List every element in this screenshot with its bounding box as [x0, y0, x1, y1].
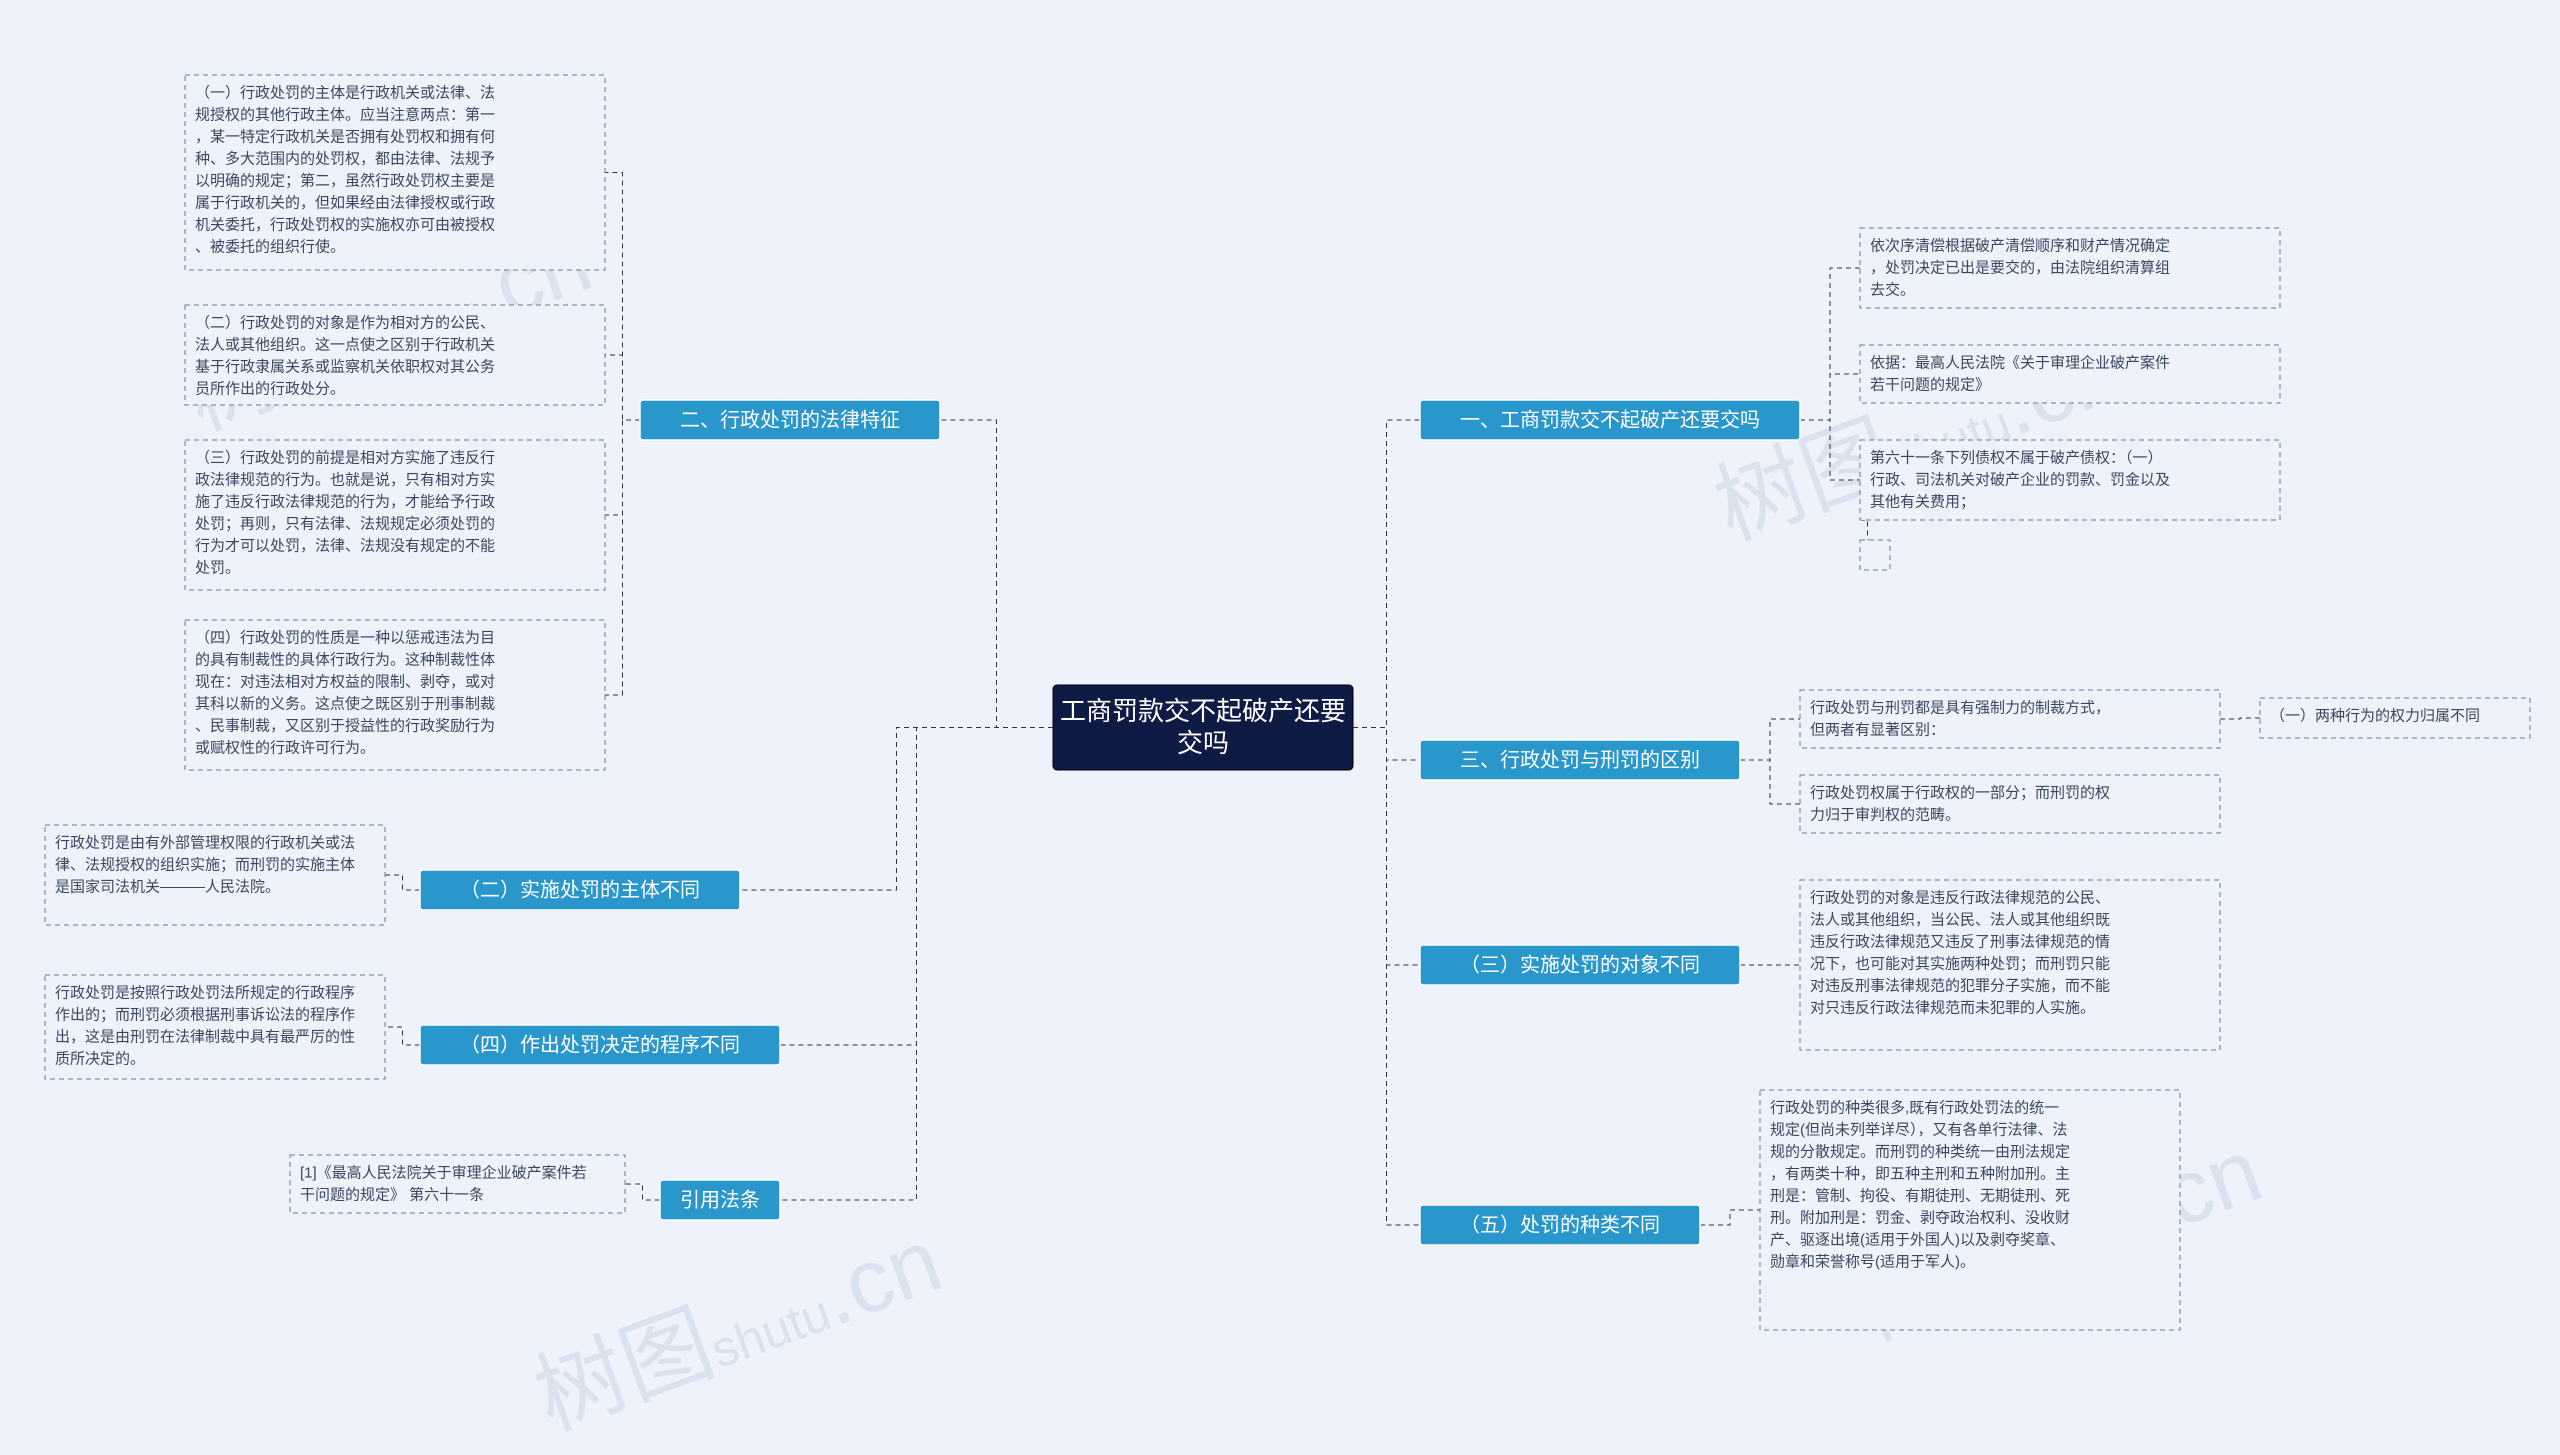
svg-text:行政、司法机关对破产企业的罚款、罚金以及: 行政、司法机关对破产企业的罚款、罚金以及 — [1870, 470, 2170, 488]
leaf-node: 行政处罚权属于行政权的一部分；而刑罚的权力归于审判权的范畴。 — [1800, 775, 2220, 833]
svg-text:（四）行政处罚的性质是一种以惩戒违法为目: （四）行政处罚的性质是一种以惩戒违法为目 — [195, 629, 495, 646]
svg-text:三、行政处罚与刑罚的区别: 三、行政处罚与刑罚的区别 — [1460, 748, 1700, 771]
svg-text:规定(但尚未列举详尽），又有各单行法律、法: 规定(但尚未列举详尽），又有各单行法律、法 — [1770, 1121, 2068, 1138]
svg-text:法人或其他组织，当公民、法人或其他组织既: 法人或其他组织，当公民、法人或其他组织既 — [1810, 911, 2110, 928]
leaf-node: （三）行政处罚的前提是相对方实施了违反行政法律规范的行为。也就是说，只有相对方实… — [185, 440, 605, 590]
svg-text:行为才可以处罚，法律、法规没有规定的不能: 行为才可以处罚，法律、法规没有规定的不能 — [195, 537, 495, 554]
leaf-node: （一）行政处罚的主体是行政机关或法律、法规授权的其他行政主体。应当注意两点：第一… — [185, 75, 605, 270]
leaf-node: （四）行政处罚的性质是一种以惩戒违法为目的具有制裁性的具体行政行为。这种制裁性体… — [185, 620, 605, 770]
svg-text:产、驱逐出境(适用于外国人)以及剥夺奖章、: 产、驱逐出境(适用于外国人)以及剥夺奖章、 — [1770, 1230, 2065, 1248]
svg-text:引用法条: 引用法条 — [680, 1188, 760, 1211]
svg-text:行政处罚的对象是违反行政法律规范的公民、: 行政处罚的对象是违反行政法律规范的公民、 — [1810, 889, 2110, 906]
svg-text:行政处罚是按照行政处罚法所规定的行政程序: 行政处罚是按照行政处罚法所规定的行政程序 — [55, 984, 355, 1001]
svg-text:机关委托，行政处罚权的实施权亦可由被授权: 机关委托，行政处罚权的实施权亦可由被授权 — [195, 216, 495, 233]
svg-text:工商罚款交不起破产还要: 工商罚款交不起破产还要 — [1060, 696, 1346, 726]
svg-text:其科以新的义务。这点使之既区别于刑事制裁: 其科以新的义务。这点使之既区别于刑事制裁 — [195, 695, 495, 712]
svg-text:，处罚决定已出是要交的，由法院组织清算组: ，处罚决定已出是要交的，由法院组织清算组 — [1870, 258, 2170, 276]
svg-text:况下，也可能对其实施两种处罚；而刑罚只能: 况下，也可能对其实施两种处罚；而刑罚只能 — [1810, 955, 2110, 972]
svg-text:（三）行政处罚的前提是相对方实施了违反行: （三）行政处罚的前提是相对方实施了违反行 — [195, 449, 495, 466]
svg-text:种、多大范围内的处罚权，都由法律、法规予: 种、多大范围内的处罚权，都由法律、法规予 — [195, 150, 495, 167]
branch-node: 二、行政处罚的法律特征 — [640, 400, 940, 440]
leaf-node — [1860, 540, 1890, 570]
svg-text:干问题的规定》 第六十一条: 干问题的规定》 第六十一条 — [300, 1185, 484, 1203]
svg-text:律、法规授权的组织实施；而刑罚的实施主体: 律、法规授权的组织实施；而刑罚的实施主体 — [55, 856, 355, 873]
svg-text:处罚。: 处罚。 — [195, 559, 240, 576]
leaf-node: 第六十一条下列债权不属于破产债权：（一） 行政、司法机关对破产企业的罚款、罚金以及… — [1860, 440, 2280, 520]
svg-text:、被委托的组织行使。: 、被委托的组织行使。 — [195, 238, 345, 255]
branch-node: 三、行政处罚与刑罚的区别 — [1420, 740, 1740, 780]
leaf-node: [1]《最高人民法院关于审理企业破产案件若干问题的规定》 第六十一条 — [290, 1155, 625, 1213]
leaf-node: （一）两种行为的权力归属不同 — [2260, 698, 2530, 738]
svg-text:若干问题的规定》: 若干问题的规定》 — [1870, 376, 1990, 393]
svg-text:规授权的其他行政主体。应当注意两点：第一: 规授权的其他行政主体。应当注意两点：第一 — [195, 105, 495, 123]
branch-node: （四）作出处罚决定的程序不同 — [420, 1025, 780, 1065]
svg-text:违反行政法律规范又违反了刑事法律规范的情: 违反行政法律规范又违反了刑事法律规范的情 — [1810, 933, 2110, 950]
leaf-node: 依据：最高人民法院《关于审理企业破产案件若干问题的规定》 — [1860, 345, 2280, 403]
leaf-node: 行政处罚的种类很多,既有行政处罚法的统一规定(但尚未列举详尽），又有各单行法律、… — [1760, 1090, 2180, 1330]
svg-text:[1]《最高人民法院关于审理企业破产案件若: [1]《最高人民法院关于审理企业破产案件若 — [300, 1163, 587, 1181]
svg-text:基于行政隶属关系或监察机关依职权对其公务: 基于行政隶属关系或监察机关依职权对其公务 — [195, 357, 495, 375]
svg-text:现在：对违法相对方权益的限制、剥夺，或对: 现在：对违法相对方权益的限制、剥夺，或对 — [195, 673, 495, 690]
leaf-node: 行政处罚的对象是违反行政法律规范的公民、法人或其他组织，当公民、法人或其他组织既… — [1800, 880, 2220, 1050]
svg-text:的具有制裁性的具体行政行为。这种制裁性体: 的具有制裁性的具体行政行为。这种制裁性体 — [195, 651, 495, 668]
svg-text:（五）处罚的种类不同: （五）处罚的种类不同 — [1460, 1213, 1660, 1236]
svg-text:出，这是由刑罚在法律制裁中具有最严厉的性: 出，这是由刑罚在法律制裁中具有最严厉的性 — [55, 1028, 355, 1045]
svg-text:去交。: 去交。 — [1870, 280, 1915, 298]
leaf-node: 行政处罚是由有外部管理权限的行政机关或法律、法规授权的组织实施；而刑罚的实施主体… — [45, 825, 385, 925]
svg-text:勋章和荣誉称号(适用于军人)。: 勋章和荣誉称号(适用于军人)。 — [1770, 1252, 1975, 1270]
svg-text:（二）行政处罚的对象是作为相对方的公民、: （二）行政处罚的对象是作为相对方的公民、 — [195, 314, 495, 331]
leaf-node: 行政处罚是按照行政处罚法所规定的行政程序作出的；而刑罚必须根据刑事诉讼法的程序作… — [45, 975, 385, 1079]
svg-text:，某一特定行政机关是否拥有处罚权和拥有何: ，某一特定行政机关是否拥有处罚权和拥有何 — [195, 128, 495, 145]
svg-text:属于行政机关的，但如果经由法律授权或行政: 属于行政机关的，但如果经由法律授权或行政 — [195, 194, 495, 211]
svg-text:（一）行政处罚的主体是行政机关或法律、法: （一）行政处罚的主体是行政机关或法律、法 — [195, 84, 495, 101]
svg-text:依据：最高人民法院《关于审理企业破产案件: 依据：最高人民法院《关于审理企业破产案件 — [1870, 353, 2170, 371]
svg-text:其他有关费用；: 其他有关费用； — [1870, 493, 1975, 510]
svg-text:行政处罚的种类很多,既有行政处罚法的统一: 行政处罚的种类很多,既有行政处罚法的统一 — [1770, 1099, 2059, 1116]
svg-text:刑是：管制、拘役、有期徒刑、无期徒刑、死: 刑是：管制、拘役、有期徒刑、无期徒刑、死 — [1770, 1187, 2070, 1204]
svg-text:但两者有显著区别：: 但两者有显著区别： — [1810, 721, 1945, 738]
svg-text:行政处罚权属于行政权的一部分；而刑罚的权: 行政处罚权属于行政权的一部分；而刑罚的权 — [1810, 784, 2110, 801]
svg-text:质所决定的。: 质所决定的。 — [55, 1050, 145, 1067]
svg-text:交吗: 交吗 — [1177, 728, 1229, 758]
svg-text:政法律规范的行为。也就是说，只有相对方实: 政法律规范的行为。也就是说，只有相对方实 — [195, 471, 495, 488]
svg-text:对违反刑事法律规范的犯罪分子实施，而不能: 对违反刑事法律规范的犯罪分子实施，而不能 — [1810, 977, 2110, 994]
mindmap-canvas: 树图shutu.cn树图shutu.cn树图shutu.cn树图shutu.cn… — [0, 0, 2560, 1455]
svg-text:力归于审判权的范畴。: 力归于审判权的范畴。 — [1810, 806, 1960, 823]
svg-text:二、行政处罚的法律特征: 二、行政处罚的法律特征 — [680, 408, 900, 431]
svg-text:法人或其他组织。这一点使之区别于行政机关: 法人或其他组织。这一点使之区别于行政机关 — [195, 336, 495, 353]
leaf-node: （二）行政处罚的对象是作为相对方的公民、法人或其他组织。这一点使之区别于行政机关… — [185, 305, 605, 405]
svg-text:（四）作出处罚决定的程序不同: （四）作出处罚决定的程序不同 — [460, 1033, 740, 1056]
svg-text:作出的；而刑罚必须根据刑事诉讼法的程序作: 作出的；而刑罚必须根据刑事诉讼法的程序作 — [55, 1006, 355, 1023]
svg-text:对只违反行政法律规范而未犯罪的人实施。: 对只违反行政法律规范而未犯罪的人实施。 — [1810, 999, 2095, 1016]
svg-text:员所作出的行政处分。: 员所作出的行政处分。 — [195, 380, 345, 397]
svg-text:、民事制裁，又区别于授益性的行政奖励行为: 、民事制裁，又区别于授益性的行政奖励行为 — [195, 717, 495, 734]
branch-node: （二）实施处罚的主体不同 — [420, 870, 740, 910]
svg-text:第六十一条下列债权不属于破产债权：（一）: 第六十一条下列债权不属于破产债权：（一） — [1870, 448, 2163, 466]
svg-text:是国家司法机关———人民法院。: 是国家司法机关———人民法院。 — [55, 877, 280, 895]
svg-text:以明确的规定；第二，虽然行政处罚权主要是: 以明确的规定；第二，虽然行政处罚权主要是 — [195, 171, 495, 189]
svg-text:，有两类十种，即五种主刑和五种附加刑。主: ，有两类十种，即五种主刑和五种附加刑。主 — [1770, 1165, 2070, 1182]
branch-node: 一、工商罚款交不起破产还要交吗 — [1420, 400, 1800, 440]
root-node: 工商罚款交不起破产还要交吗 — [1053, 685, 1353, 770]
svg-text:（三）实施处罚的对象不同: （三）实施处罚的对象不同 — [1460, 953, 1700, 976]
svg-text:刑。附加刑是：罚金、剥夺政治权利、没收财: 刑。附加刑是：罚金、剥夺政治权利、没收财 — [1770, 1209, 2070, 1226]
branch-node: （三）实施处罚的对象不同 — [1420, 945, 1740, 985]
leaf-node: 行政处罚与刑罚都是具有强制力的制裁方式， 但两者有显著区别： — [1800, 690, 2220, 748]
svg-text:规的分散规定。而刑罚的种类统一由刑法规定: 规的分散规定。而刑罚的种类统一由刑法规定 — [1770, 1143, 2070, 1160]
svg-text:或赋权性的行政许可行为。: 或赋权性的行政许可行为。 — [195, 739, 375, 756]
svg-text:（二）实施处罚的主体不同: （二）实施处罚的主体不同 — [460, 878, 700, 901]
svg-text:一、工商罚款交不起破产还要交吗: 一、工商罚款交不起破产还要交吗 — [1460, 408, 1760, 431]
svg-text:行政处罚与刑罚都是具有强制力的制裁方式，: 行政处罚与刑罚都是具有强制力的制裁方式， — [1810, 699, 2110, 716]
branch-node: （五）处罚的种类不同 — [1420, 1205, 1700, 1245]
svg-text:行政处罚是由有外部管理权限的行政机关或法: 行政处罚是由有外部管理权限的行政机关或法 — [55, 834, 355, 851]
leaf-node: 依次序清偿根据破产清偿顺序和财产情况确定 ，处罚决定已出是要交的，由法院组织清算组… — [1860, 228, 2280, 308]
svg-text:依次序清偿根据破产清偿顺序和财产情况确定: 依次序清偿根据破产清偿顺序和财产情况确定 — [1870, 237, 2170, 254]
svg-text:处罚；再则，只有法律、法规规定必须处罚的: 处罚；再则，只有法律、法规规定必须处罚的 — [195, 515, 495, 532]
svg-text:（一）两种行为的权力归属不同: （一）两种行为的权力归属不同 — [2270, 707, 2480, 724]
svg-text:施了违反行政法律规范的行为，才能给予行政: 施了违反行政法律规范的行为，才能给予行政 — [195, 493, 495, 510]
branch-node: 引用法条 — [660, 1180, 780, 1220]
svg-text:树图shutu.cn: 树图shutu.cn — [523, 1210, 954, 1448]
